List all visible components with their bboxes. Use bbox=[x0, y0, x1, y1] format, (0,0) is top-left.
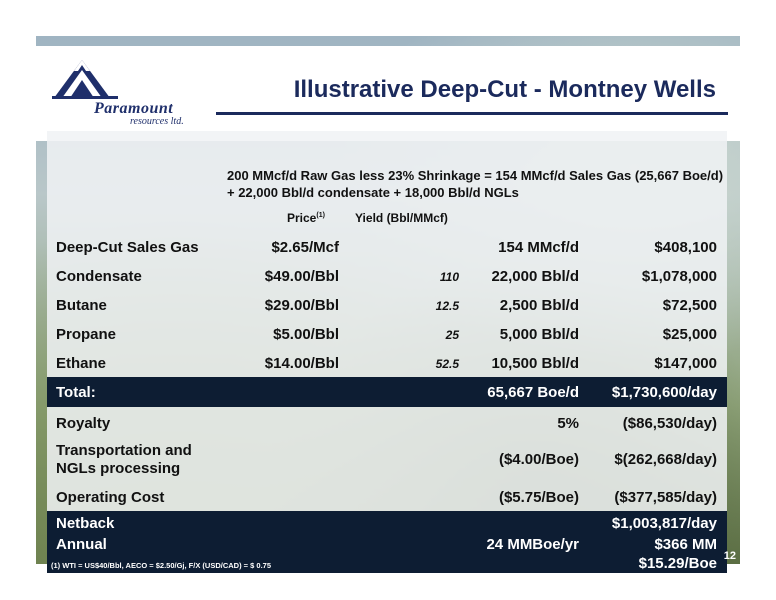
row-yield: 52.5 bbox=[435, 357, 459, 371]
total-volume: 65,667 Boe/d bbox=[487, 384, 579, 401]
row-volume: 154 MMcf/d bbox=[498, 239, 579, 256]
row-value: $1,078,000 bbox=[641, 268, 717, 285]
row-price: $49.00/Bbl bbox=[264, 268, 339, 285]
row-label: Condensate bbox=[56, 268, 142, 285]
logo-name: Paramount bbox=[94, 100, 174, 117]
row-label: Butane bbox=[56, 297, 107, 314]
price-header: Price(1) bbox=[287, 211, 325, 225]
title-bar: Paramount resources ltd. Illustrative De… bbox=[36, 46, 740, 141]
row-yield: 110 bbox=[439, 270, 459, 284]
logo-subtitle: resources ltd. bbox=[130, 116, 184, 127]
mountain-logo-icon bbox=[52, 60, 118, 99]
royalty-label: Royalty bbox=[56, 415, 111, 432]
header-note: 200 MMcf/d Raw Gas less 23% Shrinkage = … bbox=[227, 168, 724, 200]
netback-block: Netback $1,003,817/day Annual 24 MMBoe/y… bbox=[47, 511, 727, 573]
transport-rate: ($4.00/Boe) bbox=[498, 451, 579, 468]
footnote: (1) WTI = US$40/Bbl, AECO = $2.50/Gj, F/… bbox=[51, 561, 271, 570]
row-label: Propane bbox=[56, 326, 117, 343]
opcost-rate: ($5.75/Boe) bbox=[498, 489, 579, 506]
row-label: Ethane bbox=[56, 355, 107, 372]
paramount-logo: Paramount resources ltd. bbox=[52, 52, 212, 127]
economics-panel: 200 MMcf/d Raw Gas less 23% Shrinkage = … bbox=[47, 131, 727, 573]
per-boe-value: $15.29/Boe bbox=[638, 555, 717, 572]
row-yield: 12.5 bbox=[435, 299, 459, 313]
slide: Paramount resources ltd. Illustrative De… bbox=[36, 36, 740, 573]
annual-volume: 24 MMBoe/yr bbox=[486, 536, 579, 553]
transport-label: Transportation and NGLs processing bbox=[56, 442, 192, 477]
total-value: $1,730,600/day bbox=[611, 384, 717, 401]
yield-header: Yield (Bbl/MMcf) bbox=[355, 211, 448, 225]
row-value: $408,100 bbox=[654, 239, 717, 256]
transport-value: $(262,668/day) bbox=[614, 451, 717, 468]
row-yield: 25 bbox=[445, 328, 459, 342]
row-volume: 22,000 Bbl/d bbox=[491, 268, 579, 285]
row-price: $2.65/Mcf bbox=[271, 239, 339, 256]
row-volume: 2,500 Bbl/d bbox=[499, 297, 579, 314]
netback-label: Netback bbox=[56, 515, 115, 532]
opcost-value: ($377,585/day) bbox=[614, 489, 717, 506]
row-price: $5.00/Bbl bbox=[273, 326, 339, 343]
row-volume: 10,500 Bbl/d bbox=[491, 355, 579, 372]
row-price: $29.00/Bbl bbox=[264, 297, 339, 314]
page-number: 12 bbox=[723, 550, 736, 562]
row-value: $72,500 bbox=[662, 297, 717, 314]
annual-value: $366 MM bbox=[654, 536, 717, 553]
royalty-rate: 5% bbox=[557, 415, 579, 432]
title-underline bbox=[216, 112, 728, 115]
column-headers: Price(1) Yield (Bbl/MMcf) bbox=[47, 211, 727, 227]
row-value: $147,000 bbox=[654, 355, 717, 372]
row-label: Deep-Cut Sales Gas bbox=[56, 239, 199, 256]
royalty-value: ($86,530/day) bbox=[622, 415, 717, 432]
row-price: $14.00/Bbl bbox=[264, 355, 339, 372]
row-value: $25,000 bbox=[662, 326, 717, 343]
total-label: Total: bbox=[56, 384, 96, 401]
netback-value: $1,003,817/day bbox=[611, 515, 717, 532]
total-row: Total: 65,667 Boe/d $1,730,600/day bbox=[47, 377, 727, 407]
row-volume: 5,000 Bbl/d bbox=[499, 326, 579, 343]
slide-title: Illustrative Deep-Cut - Montney Wells bbox=[293, 76, 716, 103]
annual-label: Annual bbox=[56, 536, 107, 553]
opcost-label: Operating Cost bbox=[56, 489, 165, 506]
